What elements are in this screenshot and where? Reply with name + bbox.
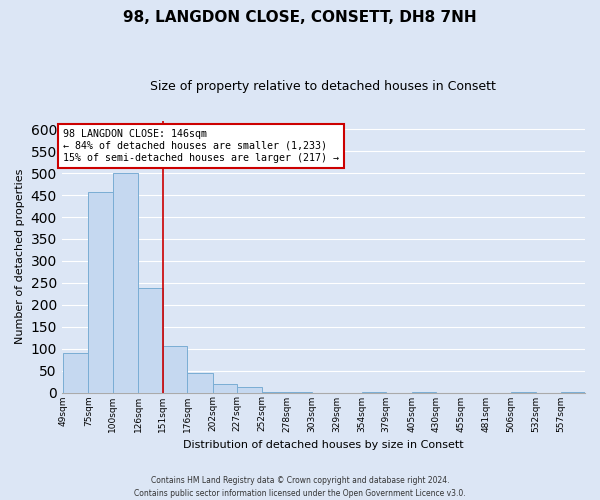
Bar bbox=[237, 388, 262, 392]
Bar bbox=[187, 373, 212, 392]
Bar bbox=[113, 173, 138, 392]
X-axis label: Distribution of detached houses by size in Consett: Distribution of detached houses by size … bbox=[183, 440, 464, 450]
Y-axis label: Number of detached properties: Number of detached properties bbox=[15, 169, 25, 344]
Bar bbox=[138, 288, 163, 393]
Text: Contains HM Land Registry data © Crown copyright and database right 2024.
Contai: Contains HM Land Registry data © Crown c… bbox=[134, 476, 466, 498]
Bar bbox=[212, 384, 237, 392]
Text: 98 LANGDON CLOSE: 146sqm
← 84% of detached houses are smaller (1,233)
15% of sem: 98 LANGDON CLOSE: 146sqm ← 84% of detach… bbox=[63, 130, 339, 162]
Bar bbox=[63, 353, 88, 393]
Text: 98, LANGDON CLOSE, CONSETT, DH8 7NH: 98, LANGDON CLOSE, CONSETT, DH8 7NH bbox=[123, 10, 477, 25]
Bar bbox=[88, 192, 113, 392]
Title: Size of property relative to detached houses in Consett: Size of property relative to detached ho… bbox=[151, 80, 496, 93]
Bar bbox=[163, 346, 187, 393]
